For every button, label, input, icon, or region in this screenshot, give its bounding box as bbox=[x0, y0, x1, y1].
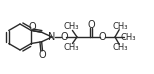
Text: O: O bbox=[60, 32, 68, 42]
Text: CH₃: CH₃ bbox=[113, 43, 128, 52]
Text: O: O bbox=[87, 20, 95, 30]
Text: O: O bbox=[99, 32, 106, 42]
Text: O: O bbox=[29, 22, 37, 32]
Text: O: O bbox=[39, 50, 46, 60]
Text: CH₃: CH₃ bbox=[64, 22, 79, 31]
Text: N: N bbox=[48, 32, 56, 42]
Text: CH₃: CH₃ bbox=[64, 43, 79, 52]
Text: CH₃: CH₃ bbox=[113, 22, 128, 31]
Text: CH₃: CH₃ bbox=[121, 32, 136, 42]
